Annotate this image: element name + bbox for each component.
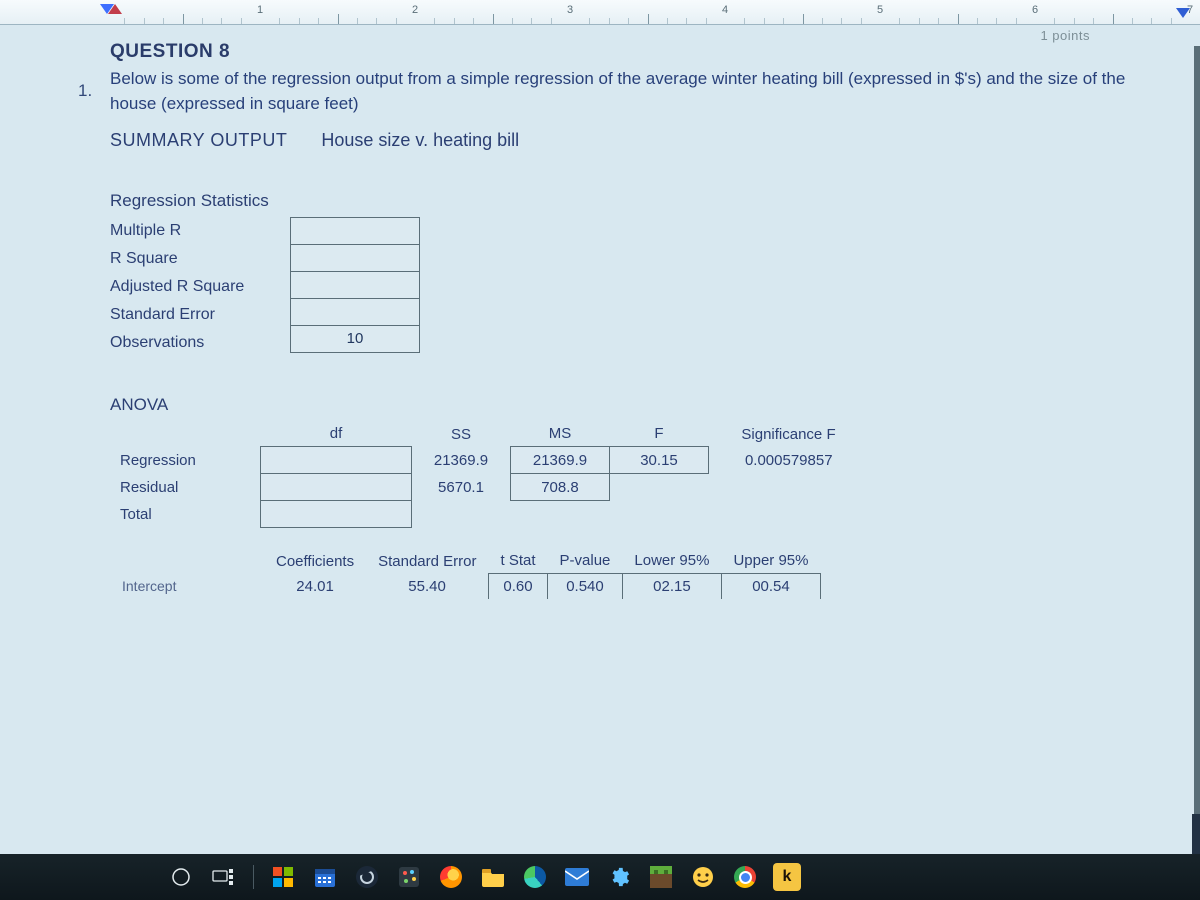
task-view-icon [212, 868, 234, 886]
chrome-button[interactable] [726, 859, 764, 895]
coef-col: Standard Error [366, 548, 488, 574]
stat-cell [290, 244, 420, 271]
ruler-tick: 2 [412, 4, 418, 16]
k-badge-icon: k [773, 863, 801, 891]
coef-col: Lower 95% [622, 548, 721, 574]
stat-row-label: Observations [110, 329, 290, 357]
document-page: QUESTION 8 1. Below is some of the regre… [0, 25, 1200, 785]
anova-cell: 0.000579857 [709, 447, 869, 474]
coef-cell: 02.15 [622, 574, 721, 599]
steam-icon [356, 866, 378, 888]
circle-icon [171, 867, 191, 887]
coef-cell: 0.60 [489, 574, 548, 599]
windows-taskbar: k [0, 854, 1200, 900]
question-prompt: Below is some of the regression output f… [110, 67, 1160, 116]
coef-cell: 55.40 [366, 574, 488, 599]
table-row: Regression 21369.9 21369.9 30.15 0.00057… [110, 447, 869, 474]
table-row: Residual 5670.1 708.8 [110, 474, 869, 501]
ruler-tick: 7 [1187, 4, 1193, 16]
coef-col: P-value [548, 548, 623, 574]
stat-row-label: R Square [110, 245, 290, 273]
firefox-icon [440, 866, 462, 888]
folder-icon [481, 867, 505, 887]
edge-button[interactable] [516, 859, 554, 895]
table-row: Total [110, 501, 869, 528]
taskbar-divider [246, 859, 260, 895]
ruler-tick: 5 [877, 4, 883, 16]
anova-table: df SS MS F Significance F Regression 213… [110, 421, 869, 528]
anova-cell [261, 474, 412, 501]
stat-row-label: Multiple R [110, 217, 290, 245]
anova-col-ms: MS [511, 421, 610, 447]
task-view-button[interactable] [204, 859, 242, 895]
palette-icon [398, 866, 420, 888]
coef-cell: 0.540 [548, 574, 623, 599]
anova-section: ANOVA df SS MS F Significance F Regressi… [110, 395, 1160, 528]
minecraft-icon [650, 866, 672, 888]
app-button[interactable] [684, 859, 722, 895]
summary-output-label: SUMMARY OUTPUT [110, 130, 287, 151]
anova-row-label: Total [110, 501, 261, 528]
file-explorer-button[interactable] [474, 859, 512, 895]
horizontal-ruler: 1234567 1 points [0, 0, 1200, 25]
outline-number: 1. [78, 81, 92, 101]
chrome-icon [734, 866, 756, 888]
anova-cell [261, 447, 412, 474]
calendar-app-button[interactable] [306, 859, 344, 895]
anova-cell [261, 501, 412, 528]
anova-heading: ANOVA [110, 395, 1160, 415]
coef-col: t Stat [489, 548, 548, 574]
mail-app-button[interactable] [558, 859, 596, 895]
anova-row-label: Regression [110, 447, 261, 474]
gear-icon [608, 866, 630, 888]
left-indent-marker[interactable] [100, 4, 122, 14]
face-icon [692, 866, 714, 888]
anova-cell: 708.8 [511, 474, 610, 501]
stat-row-label: Adjusted R Square [110, 273, 290, 301]
paint-app-button[interactable] [390, 859, 428, 895]
steam-button[interactable] [348, 859, 386, 895]
start-button[interactable] [162, 859, 200, 895]
summary-subtitle: House size v. heating bill [321, 130, 519, 151]
coef-col: Coefficients [264, 548, 366, 574]
regression-statistics-heading: Regression Statistics [110, 191, 1160, 211]
anova-cell: 21369.9 [412, 447, 511, 474]
window-edge [1194, 46, 1200, 854]
ruler-tick: 6 [1032, 4, 1038, 16]
coef-col: Upper 95% [721, 548, 820, 574]
coefficients-table: Coefficients Standard Error t Stat P-val… [110, 548, 821, 599]
ruler-tick: 1 [257, 4, 263, 16]
minecraft-button[interactable] [642, 859, 680, 895]
anova-col-ss: SS [412, 421, 511, 447]
stat-cell [290, 298, 420, 325]
coef-cell: 00.54 [721, 574, 820, 599]
anova-col-sig: Significance F [709, 421, 869, 447]
edge-icon [524, 866, 546, 888]
stat-cell [290, 217, 420, 244]
firefox-button[interactable] [432, 859, 470, 895]
anova-col-f: F [610, 421, 709, 447]
anova-cell: 5670.1 [412, 474, 511, 501]
table-row: Intercept 24.01 55.40 0.60 0.540 02.15 0… [110, 574, 820, 599]
anova-cell: 30.15 [610, 447, 709, 474]
stat-row-label: Standard Error [110, 301, 290, 329]
question-label: QUESTION 8 [110, 41, 1160, 63]
calendar-icon [314, 866, 336, 888]
stat-cell [290, 271, 420, 298]
k-app-button[interactable]: k [768, 859, 806, 895]
settings-button[interactable] [600, 859, 638, 895]
windows-logo-icon [273, 867, 293, 887]
coef-row-label: Intercept [110, 574, 264, 599]
coef-cell: 24.01 [264, 574, 366, 599]
stat-cell: 10 [290, 325, 420, 353]
adjacent-window-sliver [1192, 814, 1200, 854]
ruler-tick: 3 [567, 4, 573, 16]
anova-row-label: Residual [110, 474, 261, 501]
ruler-tick: 4 [722, 4, 728, 16]
mail-icon [565, 868, 589, 886]
regression-statistics-section: Regression Statistics Multiple R R Squar… [110, 191, 1160, 357]
anova-col-df: df [261, 421, 412, 447]
anova-cell: 21369.9 [511, 447, 610, 474]
microsoft-store-button[interactable] [264, 859, 302, 895]
